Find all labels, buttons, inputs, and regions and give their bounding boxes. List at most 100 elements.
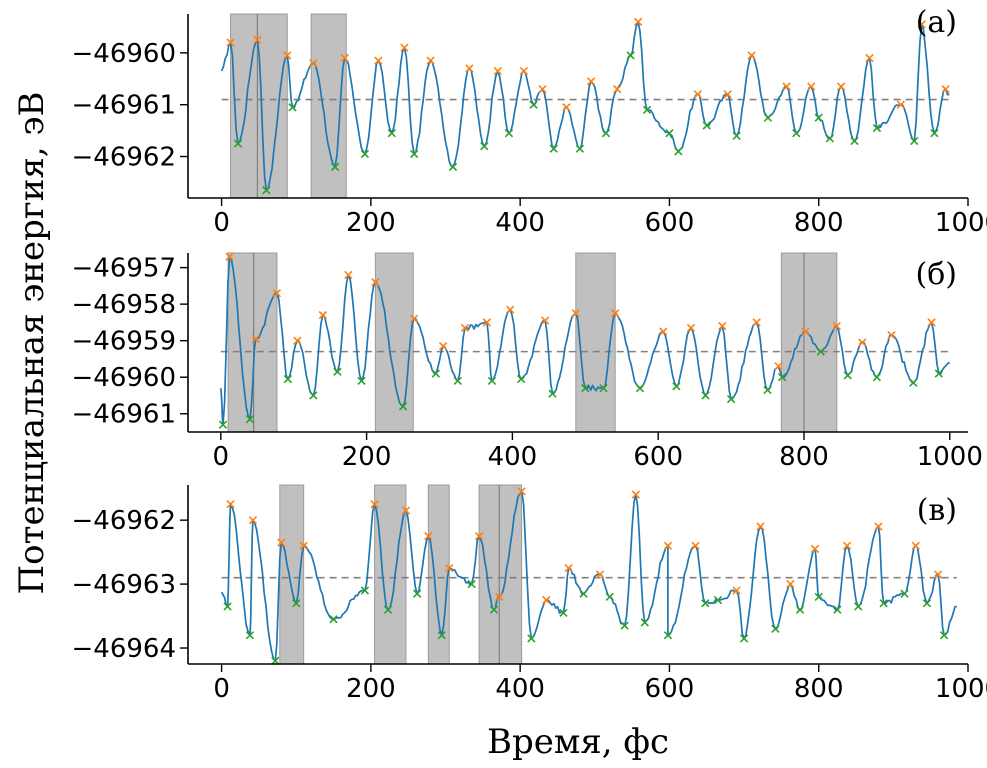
max-marker bbox=[460, 323, 470, 333]
min-marker bbox=[599, 383, 608, 393]
min-marker bbox=[713, 595, 723, 605]
min-marker bbox=[814, 113, 823, 122]
min-marker bbox=[701, 599, 710, 608]
max-marker bbox=[595, 570, 605, 579]
x-tick-label: 200 bbox=[342, 442, 392, 472]
min-marker bbox=[288, 103, 297, 112]
x-tick-label: 800 bbox=[794, 208, 844, 238]
min-marker bbox=[640, 618, 649, 627]
max-marker bbox=[517, 487, 526, 496]
max-marker bbox=[541, 316, 550, 325]
max-marker bbox=[723, 90, 732, 99]
min-marker bbox=[480, 142, 489, 151]
panel-label: (б) bbox=[916, 257, 957, 292]
min-marker bbox=[292, 599, 301, 608]
min-marker bbox=[792, 129, 801, 138]
y-tick-label: −46961 bbox=[72, 400, 177, 430]
min-marker bbox=[816, 347, 825, 356]
y-axis-title: Потенциальная энергия, эВ bbox=[12, 92, 52, 595]
min-marker bbox=[487, 376, 497, 386]
max-marker bbox=[226, 500, 235, 509]
max-marker bbox=[941, 84, 950, 94]
y-tick-label: −46962 bbox=[72, 143, 177, 173]
max-marker bbox=[562, 103, 571, 112]
min-marker bbox=[850, 136, 859, 146]
max-marker bbox=[253, 35, 262, 45]
min-marker bbox=[233, 139, 243, 148]
min-marker bbox=[360, 149, 370, 159]
min-marker bbox=[409, 149, 419, 159]
y-tick-label: −46960 bbox=[72, 39, 177, 69]
max-marker bbox=[782, 82, 791, 91]
energy-series-line bbox=[220, 490, 957, 662]
max-marker bbox=[571, 309, 580, 318]
max-marker bbox=[564, 563, 573, 573]
shaded-region bbox=[374, 484, 407, 665]
min-marker bbox=[575, 144, 585, 153]
min-marker bbox=[665, 129, 674, 138]
max-marker bbox=[801, 327, 810, 336]
x-tick-label: 800 bbox=[779, 442, 829, 472]
min-marker bbox=[516, 374, 526, 384]
min-marker bbox=[218, 420, 228, 429]
min-marker bbox=[642, 105, 652, 115]
min-marker bbox=[814, 592, 823, 602]
min-marker bbox=[620, 621, 629, 630]
x-tick-label: 800 bbox=[794, 674, 844, 704]
min-marker bbox=[909, 378, 918, 387]
min-marker bbox=[223, 602, 232, 611]
min-marker bbox=[412, 589, 422, 598]
min-marker bbox=[771, 624, 780, 634]
x-tick-label: 1000 bbox=[935, 674, 987, 704]
max-marker bbox=[445, 563, 454, 573]
min-marker bbox=[383, 605, 393, 614]
x-tick-label: 600 bbox=[645, 674, 695, 704]
max-marker bbox=[519, 66, 529, 76]
max-marker bbox=[663, 541, 673, 550]
max-marker bbox=[911, 541, 920, 550]
min-marker bbox=[387, 129, 396, 138]
min-marker bbox=[732, 131, 741, 140]
min-marker bbox=[934, 369, 944, 378]
max-marker bbox=[659, 327, 668, 336]
max-marker bbox=[613, 84, 622, 94]
min-marker bbox=[245, 631, 255, 640]
max-marker bbox=[631, 490, 641, 499]
min-marker bbox=[843, 371, 852, 380]
min-marker bbox=[357, 376, 366, 386]
min-marker bbox=[559, 608, 568, 618]
shaded-region bbox=[374, 252, 414, 433]
max-marker bbox=[756, 522, 765, 531]
x-tick-label: 400 bbox=[495, 208, 545, 238]
min-marker bbox=[448, 162, 458, 172]
max-marker bbox=[370, 500, 379, 509]
max-marker bbox=[586, 77, 596, 86]
min-marker bbox=[663, 631, 673, 640]
x-tick-label: 400 bbox=[495, 674, 545, 704]
max-marker bbox=[686, 323, 696, 333]
min-marker bbox=[910, 136, 919, 146]
shaded-region bbox=[575, 252, 616, 433]
x-tick-label: 0 bbox=[213, 442, 230, 472]
min-marker bbox=[398, 402, 408, 411]
min-marker bbox=[922, 599, 932, 608]
min-marker bbox=[900, 589, 909, 598]
min-marker bbox=[489, 605, 499, 614]
y-tick-label: −46957 bbox=[72, 254, 177, 284]
max-marker bbox=[401, 506, 411, 515]
x-axis-title: Время, фс bbox=[487, 722, 669, 762]
max-marker bbox=[842, 541, 852, 550]
max-marker bbox=[747, 51, 756, 60]
min-marker bbox=[262, 186, 271, 195]
min-marker bbox=[701, 391, 710, 400]
y-tick-label: −46958 bbox=[72, 290, 177, 320]
y-tick-label: −46959 bbox=[72, 327, 177, 357]
y-tick-label: −46964 bbox=[72, 634, 177, 664]
max-marker bbox=[691, 541, 700, 550]
min-marker bbox=[763, 113, 773, 122]
max-marker bbox=[896, 100, 905, 109]
max-marker bbox=[732, 586, 741, 595]
min-marker bbox=[605, 592, 614, 602]
y-tick-label: −46963 bbox=[72, 570, 177, 600]
